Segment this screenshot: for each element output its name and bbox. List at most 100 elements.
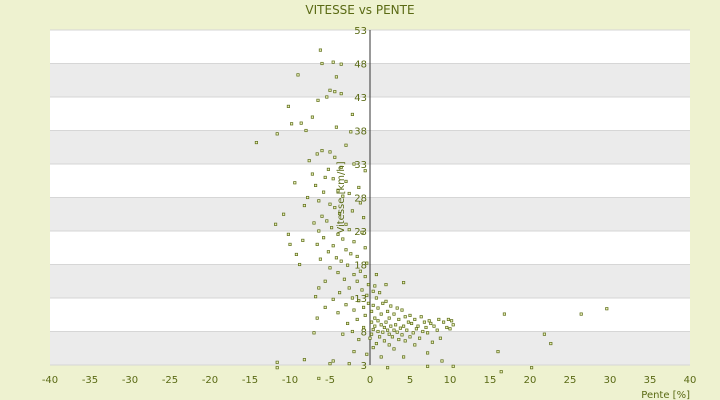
- data-point: [445, 325, 449, 330]
- data-point: [350, 112, 354, 116]
- data-point: [344, 222, 348, 226]
- data-point: [331, 60, 335, 64]
- data-point: [384, 299, 388, 303]
- data-point: [386, 309, 390, 313]
- data-point: [579, 312, 583, 316]
- data-point: [333, 90, 337, 94]
- data-point: [366, 301, 370, 305]
- data-point: [274, 222, 278, 226]
- data-point: [328, 202, 332, 206]
- y-tick-label: 28: [354, 194, 367, 205]
- data-point: [323, 175, 327, 179]
- data-point: [317, 199, 321, 203]
- data-point: [392, 328, 396, 332]
- data-point: [336, 270, 340, 275]
- data-point: [320, 61, 324, 66]
- data-point: [288, 242, 292, 246]
- data-point: [379, 323, 383, 327]
- data-point: [325, 219, 329, 223]
- data-point: [376, 319, 380, 323]
- data-point: [402, 324, 406, 328]
- data-point: [317, 286, 321, 290]
- x-tick-label: 35: [644, 375, 657, 386]
- data-point: [282, 212, 286, 216]
- data-point: [296, 73, 300, 77]
- data-point: [312, 221, 316, 225]
- data-point: [374, 296, 378, 300]
- data-point: [389, 324, 393, 328]
- x-tick-label: 5: [407, 375, 413, 386]
- data-point: [371, 346, 375, 350]
- y-axis-label: Vitesse [km/h]: [336, 161, 347, 233]
- data-point: [334, 256, 338, 260]
- data-point: [499, 370, 503, 374]
- x-axis-ticks: -40 -35 -30 -25 -20 -15 -10 -5 0 5 10 15 20 25 30 35 40: [42, 375, 697, 386]
- data-point: [426, 364, 430, 368]
- y-tick-label: 33: [354, 160, 367, 171]
- x-tick-label: 40: [684, 375, 697, 386]
- data-point: [306, 195, 310, 200]
- data-point: [384, 320, 388, 324]
- data-point: [339, 92, 343, 96]
- data-point: [370, 309, 374, 313]
- data-point: [347, 286, 351, 290]
- data-point: [437, 317, 441, 321]
- data-point: [379, 312, 383, 316]
- data-point: [418, 336, 422, 340]
- data-point: [352, 273, 356, 277]
- data-point: [408, 335, 412, 339]
- data-point: [384, 283, 388, 287]
- data-point: [331, 177, 335, 181]
- data-point: [341, 237, 345, 241]
- data-point: [358, 201, 362, 205]
- data-point: [496, 350, 500, 354]
- data-point: [382, 339, 386, 343]
- x-tick-label: 10: [444, 375, 457, 386]
- data-point: [315, 316, 319, 320]
- data-point: [427, 319, 431, 323]
- data-point: [320, 149, 324, 153]
- data-point: [405, 328, 409, 332]
- data-point: [381, 330, 385, 334]
- data-point: [440, 359, 444, 363]
- data-point: [347, 191, 351, 196]
- data-point: [397, 337, 401, 342]
- data-point: [326, 250, 330, 254]
- data-point: [363, 246, 367, 250]
- data-point: [542, 332, 546, 336]
- data-point: [442, 320, 446, 324]
- data-point: [275, 132, 279, 136]
- data-point: [331, 297, 335, 301]
- data-point: [331, 359, 335, 363]
- data-point: [302, 203, 306, 208]
- data-point: [451, 323, 455, 327]
- x-tick-label: -25: [162, 375, 178, 386]
- data-point: [410, 321, 414, 326]
- data-point: [317, 376, 321, 380]
- data-point: [374, 273, 378, 277]
- data-point: [381, 301, 385, 305]
- data-point: [357, 185, 361, 190]
- data-point: [330, 226, 334, 230]
- data-point: [360, 230, 364, 234]
- data-point: [392, 312, 396, 316]
- data-point: [378, 335, 382, 339]
- data-point: [355, 254, 359, 259]
- data-point: [394, 323, 398, 327]
- data-point: [318, 48, 322, 52]
- plot-area: [50, 29, 690, 366]
- data-point: [373, 316, 377, 320]
- data-point: [400, 308, 404, 312]
- data-point: [605, 307, 609, 311]
- x-tick-label: 15: [484, 375, 497, 386]
- data-point: [370, 332, 374, 336]
- data-point: [371, 327, 375, 332]
- data-point: [334, 125, 338, 129]
- data-point: [357, 299, 361, 303]
- data-point: [373, 284, 377, 288]
- data-point: [424, 325, 428, 330]
- data-point: [414, 327, 418, 331]
- data-point: [339, 62, 343, 66]
- data-point: [403, 315, 407, 319]
